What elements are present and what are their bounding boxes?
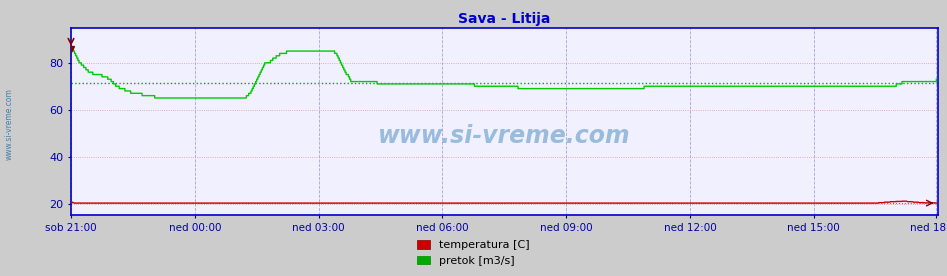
Text: www.si-vreme.com: www.si-vreme.com	[5, 88, 14, 160]
Text: www.si-vreme.com: www.si-vreme.com	[378, 124, 631, 148]
Title: Sava - Litija: Sava - Litija	[458, 12, 550, 26]
Legend: temperatura [C], pretok [m3/s]: temperatura [C], pretok [m3/s]	[413, 236, 534, 270]
